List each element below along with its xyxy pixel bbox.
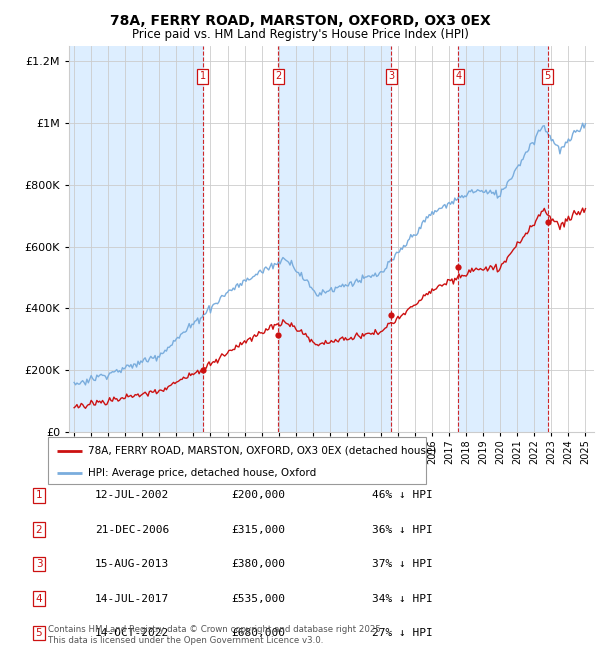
Text: £535,000: £535,000	[231, 593, 285, 604]
Text: 78A, FERRY ROAD, MARSTON, OXFORD, OX3 0EX: 78A, FERRY ROAD, MARSTON, OXFORD, OX3 0E…	[110, 14, 490, 29]
Text: 2: 2	[35, 525, 43, 535]
Text: £680,000: £680,000	[231, 628, 285, 638]
Text: 15-AUG-2013: 15-AUG-2013	[95, 559, 169, 569]
Text: 5: 5	[545, 72, 551, 81]
Text: 27% ↓ HPI: 27% ↓ HPI	[371, 628, 433, 638]
Text: 37% ↓ HPI: 37% ↓ HPI	[371, 559, 433, 569]
Text: 36% ↓ HPI: 36% ↓ HPI	[371, 525, 433, 535]
Text: 21-DEC-2006: 21-DEC-2006	[95, 525, 169, 535]
Text: 5: 5	[35, 628, 43, 638]
Text: 3: 3	[35, 559, 43, 569]
Text: 12-JUL-2002: 12-JUL-2002	[95, 490, 169, 501]
Text: 2: 2	[275, 72, 281, 81]
Text: 3: 3	[388, 72, 395, 81]
Text: 4: 4	[455, 72, 461, 81]
Bar	[458, 46, 548, 432]
Text: Contains HM Land Registry data © Crown copyright and database right 2025.
This d: Contains HM Land Registry data © Crown c…	[48, 625, 383, 645]
Text: 1: 1	[200, 72, 206, 81]
Text: 4: 4	[35, 593, 43, 604]
Text: 78A, FERRY ROAD, MARSTON, OXFORD, OX3 0EX (detached house): 78A, FERRY ROAD, MARSTON, OXFORD, OX3 0E…	[88, 445, 436, 456]
Text: 14-OCT-2022: 14-OCT-2022	[95, 628, 169, 638]
Text: 14-JUL-2017: 14-JUL-2017	[95, 593, 169, 604]
Bar	[278, 46, 391, 432]
Text: Price paid vs. HM Land Registry's House Price Index (HPI): Price paid vs. HM Land Registry's House …	[131, 28, 469, 41]
Text: 46% ↓ HPI: 46% ↓ HPI	[371, 490, 433, 501]
Text: £200,000: £200,000	[231, 490, 285, 501]
FancyBboxPatch shape	[48, 437, 426, 484]
Text: HPI: Average price, detached house, Oxford: HPI: Average price, detached house, Oxfo…	[88, 467, 316, 478]
Text: £380,000: £380,000	[231, 559, 285, 569]
Bar	[69, 46, 203, 432]
Text: £315,000: £315,000	[231, 525, 285, 535]
Text: 1: 1	[35, 490, 43, 501]
Text: 34% ↓ HPI: 34% ↓ HPI	[371, 593, 433, 604]
